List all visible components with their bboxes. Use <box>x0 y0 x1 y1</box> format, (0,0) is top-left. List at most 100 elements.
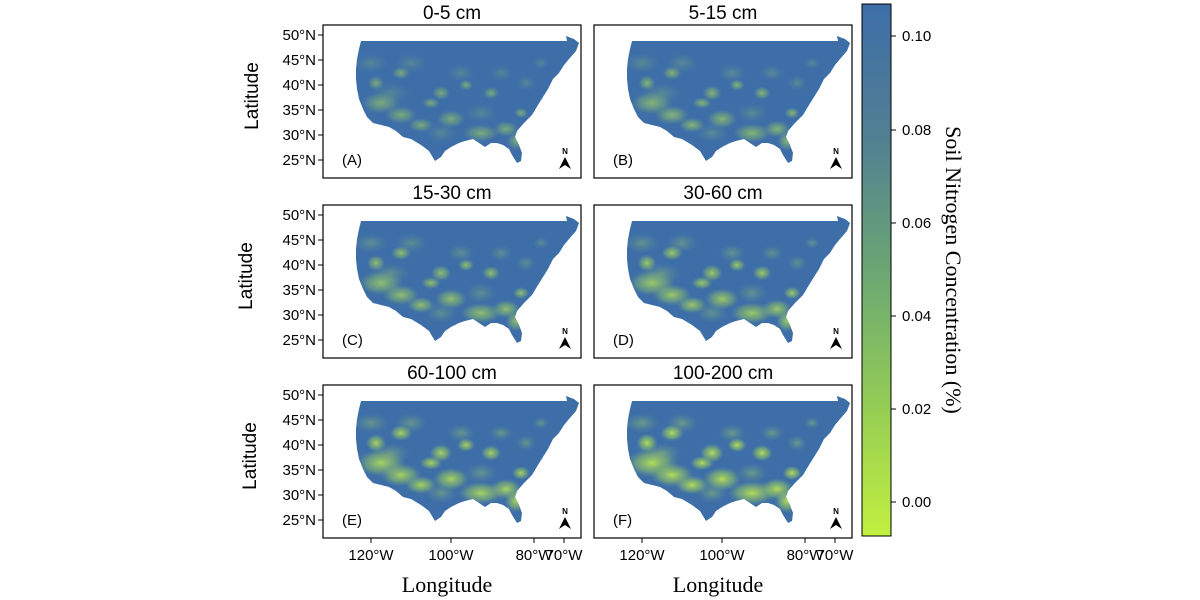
low-value-patch <box>704 288 740 310</box>
lat-tick-label: 35°N <box>282 462 316 479</box>
north-label: N <box>833 327 839 336</box>
low-value-patch <box>752 265 772 281</box>
low-value-patch <box>367 75 385 91</box>
mid-value-patch <box>489 425 513 441</box>
low-value-patch <box>408 117 434 133</box>
lat-tick-label: 40°N <box>282 77 316 94</box>
low-value-patch <box>392 66 410 80</box>
low-value-patch <box>390 245 412 261</box>
mid-value-patch <box>356 233 389 253</box>
low-value-patch <box>420 276 442 290</box>
lat-tick-label: 30°N <box>282 307 316 324</box>
color-legend: 0.10 0.08 0.06 0.04 0.02 0.00 Soil Nitrogen C… <box>861 3 966 537</box>
mid-value-patch <box>465 463 497 483</box>
mid-value-patch <box>465 283 497 303</box>
mid-value-patch <box>465 103 497 123</box>
mid-value-patch <box>760 425 784 441</box>
low-value-patch <box>690 455 714 471</box>
low-value-patch <box>434 288 468 310</box>
low-value-patch <box>692 97 712 109</box>
low-value-patch <box>405 475 437 495</box>
low-value-patch <box>702 85 722 101</box>
mid-value-patch <box>447 64 475 82</box>
lat-tick-label: 50°N <box>282 387 316 404</box>
low-value-patch <box>728 258 746 272</box>
mid-value-patch <box>736 463 768 483</box>
low-value-patch <box>458 79 474 91</box>
lat-tick-label: 45°N <box>282 232 316 249</box>
low-value-patch <box>675 475 709 495</box>
low-value-patch <box>636 433 658 453</box>
low-value-patch <box>783 286 801 300</box>
lat-tick-label: 35°N <box>282 102 316 119</box>
low-value-patch <box>662 66 682 80</box>
mid-value-patch <box>447 244 475 262</box>
mid-value-patch <box>787 435 807 451</box>
map-panel: 5-15 cm (B) N <box>593 3 853 179</box>
map-panel: 60-100 cm (E) N 50°N 45°N 40°N 35°N 30°N 25°N 120… <box>282 363 583 564</box>
low-value-patch <box>432 85 450 101</box>
legend-title: Soil Nitrogen Concentration (%) <box>941 126 966 414</box>
mid-value-patch <box>356 53 389 73</box>
lat-tick-label: 35°N <box>282 282 316 299</box>
legend-tick-label: 0.02 <box>902 401 931 418</box>
y-axis-title-row3: Latitude <box>240 422 261 490</box>
mid-value-patch <box>718 244 746 262</box>
low-value-patch <box>784 107 800 119</box>
mid-value-patch <box>425 123 457 143</box>
legend-tick-label: 0.10 <box>902 28 931 45</box>
north-arrow-shape <box>830 157 842 169</box>
low-value-patch <box>727 437 747 453</box>
low-value-patch <box>732 123 772 143</box>
panel-title: 100-200 cm <box>673 363 773 384</box>
low-value-patch <box>661 245 683 261</box>
lon-tick-label: 100°W <box>428 547 474 564</box>
low-value-patch <box>638 75 656 91</box>
legend-ticks: 0.10 0.08 0.06 0.04 0.02 0.00 <box>891 28 931 511</box>
mid-value-patch <box>787 255 807 271</box>
lat-tick-label: 25°N <box>282 512 316 529</box>
low-value-patch <box>702 467 742 491</box>
x-axis-title-right: Longitude <box>673 572 763 597</box>
panel-title: 0-5 cm <box>423 3 481 24</box>
panel-title: 60-100 cm <box>407 363 497 384</box>
lat-tick-label: 45°N <box>282 52 316 69</box>
low-value-patch <box>365 433 387 453</box>
x-axis-title-left: Longitude <box>402 572 492 597</box>
lat-tick-label: 45°N <box>282 412 316 429</box>
lon-tick-label: 80°W <box>516 547 554 564</box>
mid-value-patch <box>516 75 536 91</box>
low-value-patch <box>706 109 738 129</box>
mid-value-patch <box>736 103 768 123</box>
mid-value-patch <box>718 64 746 82</box>
low-value-patch <box>406 296 436 314</box>
low-value-patch <box>753 86 771 100</box>
map-panel: 30-60 cm (D) N <box>593 183 853 359</box>
north-label: N <box>833 147 839 156</box>
mid-value-patch <box>627 413 660 433</box>
mid-value-patch <box>516 435 536 451</box>
low-value-patch <box>676 296 708 314</box>
mid-value-patch <box>533 57 549 69</box>
low-value-patch <box>389 425 413 441</box>
north-arrow-shape <box>559 337 571 349</box>
lon-tick-label: 120°W <box>348 547 394 564</box>
mid-value-patch <box>804 57 820 69</box>
north-label: N <box>562 507 568 516</box>
lat-tick-label: 25°N <box>282 152 316 169</box>
north-arrow-shape <box>559 157 571 169</box>
y-axis-title-row2: Latitude <box>236 242 257 310</box>
legend-tick-label: 0.04 <box>902 308 931 325</box>
north-arrow-shape <box>830 517 842 529</box>
mid-value-patch <box>447 424 475 442</box>
low-value-patch <box>782 465 802 481</box>
north-arrow-icon: N <box>830 147 842 169</box>
low-value-patch <box>460 302 502 324</box>
panel-title: 5-15 cm <box>689 3 758 24</box>
lat-tick-label: 30°N <box>282 127 316 144</box>
low-value-patch <box>481 265 501 281</box>
low-value-patch <box>512 286 530 300</box>
low-value-patch <box>456 438 476 452</box>
low-value-patch <box>432 467 470 491</box>
low-value-patch <box>729 79 745 91</box>
